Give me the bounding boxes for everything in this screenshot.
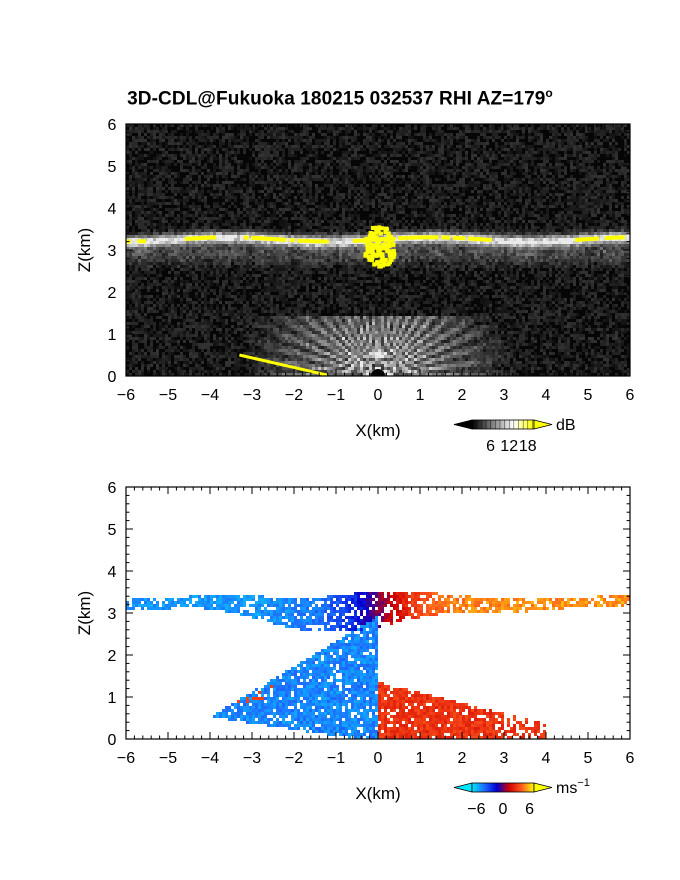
x-tick-label: 5 [584, 387, 593, 404]
x-tick-label: 5 [584, 750, 593, 767]
colorbar-high-arrow [533, 419, 553, 430]
velocity-field [126, 487, 630, 739]
x-tick-label: 6 [626, 750, 635, 767]
y-axis-label: Z(km) [75, 228, 94, 272]
y-tick-label: 0 [108, 732, 117, 749]
x-tick-label: 0 [374, 387, 383, 404]
x-tick-label: 1 [416, 750, 425, 767]
x-tick-label: 4 [542, 750, 551, 767]
y-tick-label: 4 [108, 201, 117, 218]
y-tick-label: 5 [108, 522, 117, 539]
colorbar-unit: ms−1 [556, 777, 590, 797]
x-tick-label: −6 [117, 387, 135, 404]
y-tick-label: 2 [108, 648, 117, 665]
x-tick-label: −5 [159, 750, 177, 767]
y-tick-label: 3 [108, 243, 117, 260]
y-tick-label: 1 [108, 690, 117, 707]
x-tick-label: 2 [458, 750, 467, 767]
colorbar-tick-label: −6 [467, 801, 485, 818]
x-tick-label: 4 [542, 387, 551, 404]
y-tick-label: 6 [108, 480, 117, 497]
x-tick-label: −4 [201, 750, 219, 767]
x-tick-label: 3 [500, 750, 509, 767]
x-tick-label: 1 [416, 387, 425, 404]
x-tick-label: −1 [327, 387, 345, 404]
chart-title: 3D-CDL@Fukuoka 180215 032537 RHI AZ=179o [127, 86, 553, 110]
x-tick-label: −1 [327, 750, 345, 767]
y-tick-label: 4 [108, 564, 117, 581]
colorbar-tick-label: 6 [525, 801, 534, 818]
y-tick-label: 2 [108, 285, 117, 302]
y-axis-label: Z(km) [75, 591, 94, 635]
x-tick-label: −2 [285, 387, 303, 404]
colorbar-tick-label: 0 [499, 801, 508, 818]
x-tick-label: 2 [458, 387, 467, 404]
x-tick-label: −2 [285, 750, 303, 767]
y-tick-label: 5 [108, 159, 117, 176]
colorbar-low-arrow [453, 782, 473, 793]
x-axis-label: X(km) [355, 784, 400, 803]
low-angle-echo [239, 353, 328, 376]
y-tick-label: 6 [108, 117, 117, 134]
x-tick-label: 0 [374, 750, 383, 767]
colorbar: 6 12 18 dB [453, 417, 576, 455]
colorbar-ramp [471, 782, 535, 793]
x-axis-label: X(km) [355, 421, 400, 440]
x-tick-label: −4 [201, 387, 219, 404]
colorbar-high-arrow [533, 782, 553, 793]
colorbar: −6 0 6 ms−1 [453, 777, 590, 818]
y-tick-label: 1 [108, 327, 117, 344]
intensity-field [126, 124, 630, 376]
x-tick-label: −5 [159, 387, 177, 404]
y-tick-label: 0 [108, 369, 117, 386]
x-tick-label: 6 [626, 387, 635, 404]
colorbar-low-arrow [453, 419, 473, 430]
x-tick-label: −3 [243, 387, 261, 404]
colorbar-tick-label: 12 [500, 438, 518, 455]
x-tick-label: −6 [117, 750, 135, 767]
x-tick-label: −3 [243, 750, 261, 767]
x-tick-label: 3 [500, 387, 509, 404]
y-tick-label: 3 [108, 606, 117, 623]
strong-echo [126, 225, 625, 269]
colorbar-tick-label: 18 [519, 438, 537, 455]
colorbar-unit: dB [556, 417, 576, 434]
colorbar-tick-label: 6 [486, 438, 495, 455]
